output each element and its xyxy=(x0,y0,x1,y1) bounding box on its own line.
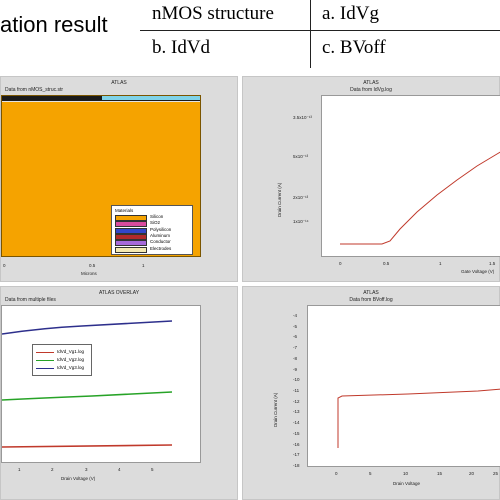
material-swatch xyxy=(115,240,147,247)
bvoff-ytick: -10 xyxy=(293,377,300,383)
bvoff-ytick: -6 xyxy=(293,334,298,340)
structure-tick-0: 0 xyxy=(3,263,6,268)
material-swatch xyxy=(115,233,147,240)
idvg-curve xyxy=(340,151,500,245)
cell-bvoff: c. BVoff xyxy=(322,37,386,58)
cell-idvg: a. IdVg xyxy=(322,3,379,24)
idvg-plot xyxy=(321,95,500,257)
bvoff-xtick-25: 25 xyxy=(493,471,499,476)
bvoff-xtick-20: 20 xyxy=(469,471,475,476)
bvoff-xtick-15: 15 xyxy=(437,471,443,476)
bvoff-plot xyxy=(307,305,500,467)
cell-nmos-structure: nMOS structure xyxy=(152,3,274,24)
idvd-legend-label: IdVd_Vg2.log xyxy=(57,357,85,362)
cell-idvd: b. IdVd xyxy=(152,37,211,58)
idvd-curve-vg2 xyxy=(2,391,173,401)
material-swatch xyxy=(115,227,147,234)
material-label: Silicon xyxy=(150,214,164,219)
idvd-xtick-4: 4 xyxy=(118,467,121,472)
table-vline xyxy=(310,0,311,68)
idvg-ytick-4: 1x10⁻¹⁴ xyxy=(293,219,309,224)
bvoff-ytick: -17 xyxy=(293,452,300,458)
idvg-panel-title: ATLAS xyxy=(363,80,379,86)
material-label: SiO2 xyxy=(150,220,161,226)
bvoff-ytick: -8 xyxy=(293,355,298,361)
table-hline xyxy=(140,30,500,31)
idvg-xtick-05: 0.5 xyxy=(383,261,390,266)
bvoff-curve xyxy=(337,388,500,448)
bvoff-ytick: -16 xyxy=(293,441,300,447)
bvoff-panel-title: ATLAS xyxy=(363,290,379,296)
idvg-xlabel: Gate Voltage (V) xyxy=(461,269,495,274)
material-label: Aluminum xyxy=(150,232,171,238)
materials-legend-title: Materials xyxy=(115,208,134,213)
idvg-xtick-1: 1 xyxy=(439,261,442,266)
bvoff-xlabel: Drain Voltage xyxy=(393,481,421,486)
bvoff-ytick: -4 xyxy=(293,313,298,318)
idvg-ytick-3: 2x10⁻¹³ xyxy=(293,195,309,200)
structure-panel: ATLAS Data from nMOS_struc.str Materials… xyxy=(0,76,238,282)
idvd-legend: IdVd_Vg1.log IdVd_Vg2.log IdVd_Vg3.log xyxy=(32,344,92,376)
idvg-curve-svg xyxy=(340,151,500,245)
bvoff-ytick: -12 xyxy=(293,398,300,404)
idvd-legend-line xyxy=(36,360,54,361)
bvoff-xtick-0: 0 xyxy=(335,471,338,476)
surface-line xyxy=(2,101,200,102)
bvoff-ytick: -14 xyxy=(293,420,300,426)
idvd-legend-line xyxy=(36,368,54,369)
idvg-xtick-0: 0 xyxy=(339,261,342,266)
idvg-xtick-15: 1.5 xyxy=(489,261,496,266)
idvg-panel-subtitle: Data from IdVg.log xyxy=(350,87,392,93)
bvoff-ytick: -5 xyxy=(293,323,298,329)
bvoff-ytick: -11 xyxy=(293,388,300,393)
materials-legend: Materials Silicon SiO2 Polysilicon Aluminum… xyxy=(111,205,193,255)
idvd-legend-label: IdVd_Vg3.log xyxy=(57,365,85,370)
idvd-panel: ATLAS OVERLAY Data from multiple files I… xyxy=(0,286,238,500)
idvd-xlabel: Drain Voltage (V) xyxy=(61,476,96,481)
structure-tick-05: 0.5 xyxy=(89,263,96,268)
structure-panel-title: ATLAS xyxy=(111,80,127,86)
bvoff-xtick-10: 10 xyxy=(403,471,409,476)
bvoff-ytick: -9 xyxy=(293,366,298,372)
idvg-ytick-1: 3.5x10⁻¹³ xyxy=(293,115,312,120)
idvd-curves-svg xyxy=(2,320,173,448)
bvoff-ytick: -15 xyxy=(293,430,300,436)
gate-oxide-layer xyxy=(2,96,200,101)
bvoff-ytick: -13 xyxy=(293,409,300,415)
material-label: Conductor xyxy=(150,239,171,245)
structure-panel-subtitle: Data from nMOS_struc.str xyxy=(5,87,64,93)
slide-heading: ation result xyxy=(0,12,108,37)
bvoff-panel-subtitle: Data from BVoff.log xyxy=(349,297,393,303)
material-label: Electrodes xyxy=(150,245,172,251)
idvd-plot: IdVd_Vg1.log IdVd_Vg2.log IdVd_Vg3.log xyxy=(1,305,201,463)
bvoff-curve-svg xyxy=(337,388,500,448)
material-label: Polysilicon xyxy=(150,226,172,232)
idvg-ylabel: Drain Current (A) xyxy=(277,182,282,217)
bvoff-ytick: -18 xyxy=(293,463,300,468)
idvd-xtick-3: 3 xyxy=(85,467,88,472)
idvd-xtick-5: 5 xyxy=(151,467,154,472)
idvd-panel-subtitle: Data from multiple files xyxy=(5,297,56,303)
material-swatch xyxy=(115,246,147,253)
material-swatch xyxy=(115,221,147,228)
idvd-legend-label: IdVd_Vg1.log xyxy=(57,349,85,354)
idvd-legend-line xyxy=(36,352,54,353)
idvd-curve-vg1 xyxy=(2,444,173,448)
bvoff-ylabel: Drain Current (A) xyxy=(273,392,278,427)
idvg-panel: ATLAS Data from IdVg.log Drain Current (… xyxy=(242,76,500,282)
idvg-ytick-2: 5x10⁻¹³ xyxy=(293,154,309,159)
structure-xlabel: Microns xyxy=(81,271,97,276)
structure-tick-1: 1 xyxy=(142,263,145,268)
idvd-xtick-1: 1 xyxy=(18,467,21,472)
idvd-panel-title: ATLAS OVERLAY xyxy=(98,290,140,296)
idvd-curve-vg3 xyxy=(2,320,173,335)
idvd-xtick-2: 2 xyxy=(51,467,54,472)
bvoff-panel: ATLAS Data from BVoff.log Drain Current … xyxy=(242,286,500,500)
drain-contact-layer xyxy=(102,96,200,100)
material-swatch xyxy=(115,215,147,221)
bvoff-xtick-5: 5 xyxy=(369,471,372,476)
bvoff-ytick: -7 xyxy=(293,345,298,351)
